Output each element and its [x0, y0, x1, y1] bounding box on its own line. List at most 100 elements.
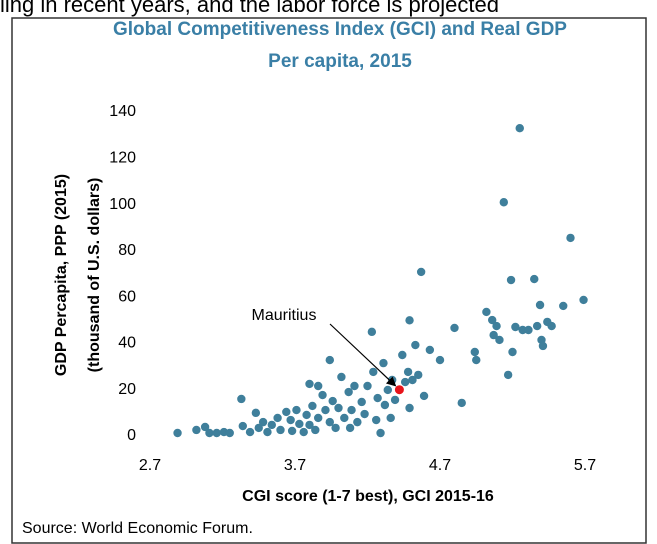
point [482, 307, 491, 317]
point [470, 347, 479, 357]
point [282, 407, 291, 417]
point [495, 335, 504, 345]
point [334, 403, 343, 413]
point [383, 385, 392, 395]
point [488, 315, 497, 325]
point [524, 325, 533, 335]
point [489, 330, 498, 340]
point [372, 415, 381, 425]
point [535, 300, 545, 310]
point [340, 413, 349, 423]
x-axis-label: CGI score (1-7 best), GCI 2015-16 [242, 488, 494, 505]
point [325, 417, 334, 427]
point [380, 400, 390, 410]
point [506, 275, 516, 285]
point [515, 124, 524, 133]
chart-title: Global Competitiveness Index (GCI) and R… [113, 19, 567, 40]
point [532, 321, 542, 331]
chart-title: Per capita, 2015 [268, 51, 412, 72]
point [263, 427, 272, 437]
point [305, 379, 314, 389]
point [314, 381, 323, 391]
point [267, 420, 276, 430]
x-tick-label: 5.7 [574, 457, 596, 474]
point [311, 425, 320, 435]
point [511, 322, 520, 332]
point [325, 355, 334, 365]
y-axis-label: (thousand of U.S. dollars) [86, 178, 103, 373]
point [405, 403, 414, 413]
point [398, 350, 407, 360]
y-tick-label: 20 [118, 381, 136, 398]
point [258, 417, 268, 427]
point [347, 405, 356, 415]
point [373, 393, 382, 403]
point [435, 355, 445, 365]
point [225, 428, 234, 438]
point [292, 405, 301, 415]
point [251, 408, 261, 418]
point [245, 427, 255, 437]
y-tick-label: 120 [109, 150, 136, 167]
annotation-arrow [329, 323, 397, 387]
point [499, 198, 508, 207]
point [308, 401, 317, 411]
point [425, 345, 435, 355]
point [559, 301, 568, 311]
point [369, 367, 378, 377]
y-tick-label: 60 [118, 288, 136, 305]
point [538, 341, 548, 351]
source: Source: World Economic Forum. [22, 520, 253, 537]
point [328, 396, 337, 406]
point [345, 423, 355, 433]
point [299, 427, 308, 437]
point [408, 375, 417, 385]
point [457, 398, 466, 408]
point [238, 421, 247, 431]
point [318, 390, 327, 400]
point [302, 410, 311, 420]
point [419, 391, 429, 401]
point [450, 323, 459, 333]
point [547, 321, 556, 331]
point [200, 422, 210, 432]
y-tick-label: 80 [118, 242, 136, 259]
point [237, 394, 246, 404]
point [286, 415, 295, 425]
y-tick-label: 100 [109, 196, 136, 213]
point [379, 358, 388, 368]
point [414, 370, 423, 380]
point [314, 413, 323, 423]
x-tick-label: 2.7 [139, 457, 161, 474]
x-tick-label: 3.7 [284, 457, 306, 474]
y-axis-label: GDP Percapita, PPP (2015) [53, 174, 70, 376]
point [353, 417, 362, 427]
point [276, 425, 285, 435]
point [403, 367, 413, 377]
point [401, 377, 410, 387]
point [530, 274, 539, 284]
point [295, 419, 304, 429]
point [254, 423, 263, 433]
y-tick-label: 40 [118, 335, 136, 352]
annotation-label: Mauritius [252, 307, 317, 324]
point [287, 426, 297, 436]
point [566, 233, 575, 243]
point [350, 381, 359, 391]
x-tick-label: 4.7 [429, 457, 451, 474]
point [192, 425, 201, 435]
point [212, 428, 221, 438]
point [363, 381, 372, 391]
y-tick-label: 140 [109, 103, 136, 120]
point [472, 355, 481, 365]
point [344, 387, 353, 397]
y-tick-label: 0 [127, 427, 136, 444]
point [376, 428, 385, 438]
point [411, 340, 420, 350]
point [357, 397, 366, 407]
point [205, 428, 214, 438]
point [508, 347, 517, 357]
context-text: ling in recent years, and the labor forc… [0, 0, 499, 17]
frame [11, 17, 647, 544]
